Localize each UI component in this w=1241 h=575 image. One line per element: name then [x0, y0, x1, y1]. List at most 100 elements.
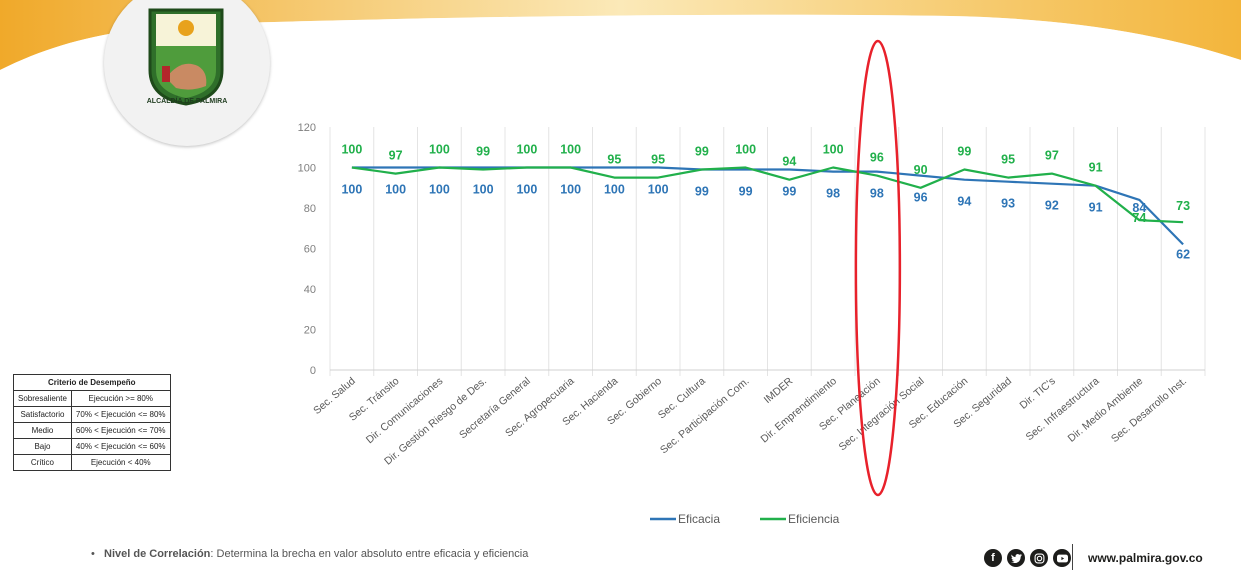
data-label-eficiencia: 91: [1089, 161, 1103, 175]
twitter-icon[interactable]: [1007, 549, 1025, 567]
performance-criteria-table: Criterio de Desempeño Sobresaliente Ejecu…: [13, 374, 171, 471]
data-label-eficiencia: 97: [389, 149, 403, 163]
criteria-level: Bajo: [13, 438, 72, 455]
data-label-eficacia: 94: [957, 195, 971, 209]
y-tick-label: 100: [298, 163, 316, 175]
x-tick-label: Sec. Integración Social: [837, 375, 927, 453]
y-tick-label: 120: [298, 122, 316, 134]
data-label-eficiencia: 74: [1132, 211, 1146, 225]
data-label-eficacia: 100: [648, 183, 669, 197]
table-row: Medio 60% < Ejecución <= 70%: [13, 422, 171, 439]
data-label-eficacia: 100: [429, 183, 450, 197]
criteria-rule: Ejecución < 40%: [70, 454, 171, 471]
alcaldia-seal: ALCALDÍA DE PALMIRA: [104, 0, 270, 146]
data-label-eficiencia: 95: [651, 153, 665, 167]
data-label-eficacia: 92: [1045, 199, 1059, 213]
chart-series: [351, 166, 1184, 246]
data-label-eficiencia: 94: [782, 155, 796, 169]
data-label-eficiencia: 100: [823, 143, 844, 157]
criteria-rule: 70% < Ejecución <= 80%: [70, 406, 171, 423]
data-label-eficacia: 91: [1089, 201, 1103, 215]
data-labels: 100 100 100 100 100 100 100 100 99 99 99 98 98 96 94 93…: [341, 143, 1190, 262]
series-line-eficiencia: [351, 166, 1184, 224]
data-label-eficiencia: 73: [1176, 199, 1190, 213]
data-label-eficacia: 96: [914, 191, 928, 205]
criteria-level: Sobresaliente: [13, 390, 72, 407]
data-label-eficacia: 100: [604, 183, 625, 197]
data-label-eficiencia: 100: [429, 143, 450, 157]
table-row: Satisfactorio 70% < Ejecución <= 80%: [13, 406, 171, 423]
x-tick-label: Sec. Infraestructura: [1024, 375, 1102, 443]
criteria-table-title: Criterio de Desempeño: [13, 374, 171, 391]
y-tick-label: 80: [304, 203, 316, 215]
data-label-eficacia: 99: [739, 185, 753, 199]
footer-divider: [1072, 544, 1073, 570]
data-label-eficacia: 100: [385, 183, 406, 197]
y-tick-label: 0: [310, 365, 316, 377]
bullet: •: [91, 548, 95, 560]
chart-grid: [329, 127, 1206, 376]
x-tick-label: Dir. Comunicaciones: [364, 375, 445, 446]
criteria-level: Medio: [13, 422, 72, 439]
data-label-eficiencia: 100: [516, 143, 537, 157]
data-label-eficiencia: 95: [607, 153, 621, 167]
data-label-eficiencia: 100: [735, 143, 756, 157]
data-label-eficacia: 84: [1132, 201, 1146, 215]
data-label-eficiencia: 99: [957, 145, 971, 159]
data-label-eficacia: 98: [826, 187, 840, 201]
legend-label-eficacia: Eficacia: [678, 512, 720, 526]
data-label-eficiencia: 95: [1001, 153, 1015, 167]
x-tick-label: Dir. Emprendimiento: [758, 375, 839, 445]
criteria-rule: Ejecución >= 80%: [70, 390, 171, 407]
data-label-eficacia: 93: [1001, 197, 1015, 211]
table-row: Crítico Ejecución < 40%: [13, 454, 171, 471]
series-line-eficacia: [351, 166, 1184, 246]
table-row: Sobresaliente Ejecución >= 80%: [13, 390, 171, 407]
header-banner: [0, 0, 1241, 78]
criteria-rule: 40% < Ejecución <= 60%: [70, 438, 171, 455]
data-label-eficiencia: 97: [1045, 149, 1059, 163]
instagram-icon[interactable]: [1030, 549, 1048, 567]
data-label-eficacia: 100: [560, 183, 581, 197]
highlight-ellipse: [854, 39, 902, 497]
seal-label: ALCALDÍA DE PALMIRA: [146, 98, 228, 105]
x-tick-label: Dir. TIC's: [1017, 375, 1057, 412]
data-label-eficiencia: 96: [870, 151, 884, 165]
criteria-level: Satisfactorio: [13, 406, 72, 423]
coat-of-arms-icon: [148, 8, 224, 106]
y-axis: 0 20 40 60 80 100 120: [298, 122, 316, 377]
data-label-eficiencia: 100: [341, 143, 362, 157]
legend-label-eficiencia: Eficiencia: [788, 512, 840, 526]
x-tick-label: IMDER: [762, 375, 796, 406]
data-label-eficiencia: 99: [476, 145, 490, 159]
table-row: Bajo 40% < Ejecución <= 60%: [13, 438, 171, 455]
y-tick-label: 60: [304, 244, 316, 256]
website-link[interactable]: www.palmira.gov.co: [1088, 551, 1203, 565]
note-label: Nivel de Correlación: [104, 548, 211, 560]
data-label-eficacia: 100: [516, 183, 537, 197]
highlight-group: [854, 39, 902, 497]
chart-legend: Eficacia Eficiencia: [650, 512, 840, 526]
y-tick-label: 20: [304, 325, 316, 337]
y-tick-label: 40: [304, 284, 316, 296]
data-label-eficacia: 98: [870, 187, 884, 201]
x-tick-label: Dir. Medio Ambiente: [1066, 375, 1146, 445]
criteria-level: Crítico: [13, 454, 72, 471]
facebook-icon[interactable]: f: [984, 549, 1002, 567]
data-label-eficiencia: 100: [560, 143, 581, 157]
data-label-eficacia: 100: [473, 183, 494, 197]
data-label-eficacia: 99: [782, 185, 796, 199]
data-label-eficacia: 100: [341, 183, 362, 197]
x-tick-label: Sec. Desarrollo Inst.: [1109, 375, 1189, 445]
data-label-eficiencia: 99: [695, 145, 709, 159]
data-label-eficacia: 99: [695, 185, 709, 199]
correlation-note: • Nivel de Correlación: Determina la bre…: [91, 548, 528, 560]
social-icons: f: [984, 549, 1071, 567]
data-label-eficacia: 62: [1176, 247, 1190, 261]
data-label-eficiencia: 90: [914, 163, 928, 177]
criteria-rule: 60% < Ejecución <= 70%: [70, 422, 171, 439]
x-tick-label: Sec. Participación Com.: [658, 375, 752, 456]
youtube-icon[interactable]: [1053, 549, 1071, 567]
